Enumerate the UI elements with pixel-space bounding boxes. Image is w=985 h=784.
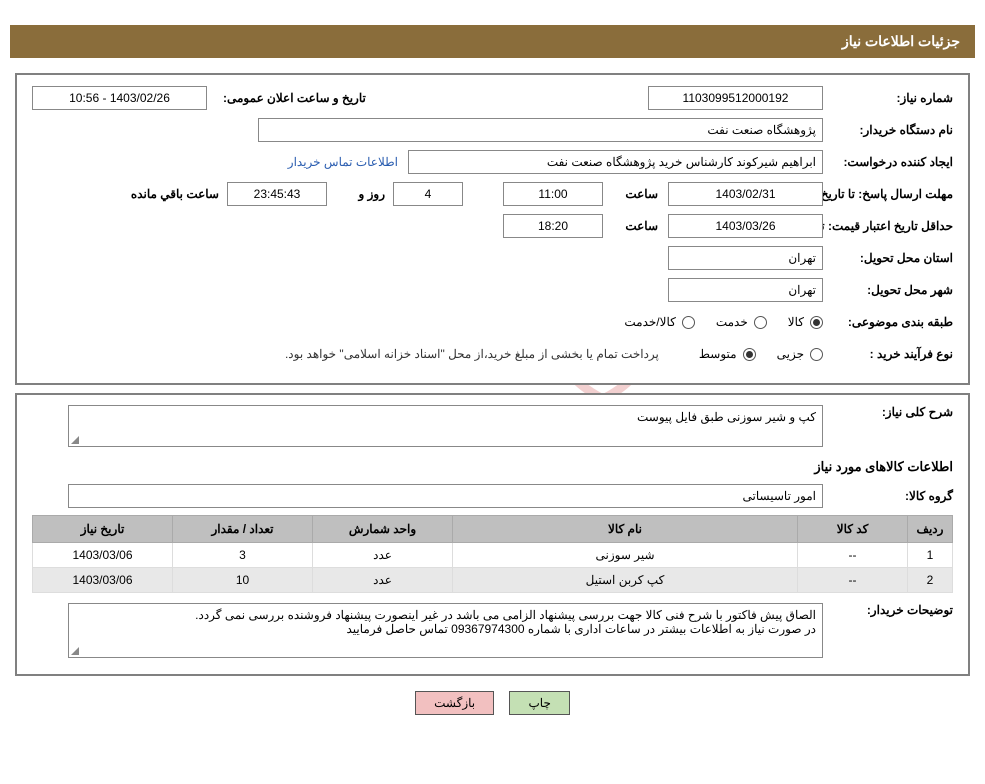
goods-info-title: اطلاعات کالاهای مورد نیاز bbox=[32, 459, 953, 475]
category-radios: کالا خدمت کالا/خدمت bbox=[609, 315, 823, 329]
buyer-note-label: توضیحات خریدار: bbox=[823, 603, 953, 617]
th-qty: تعداد / مقدار bbox=[173, 516, 313, 543]
time-remaining-value: 23:45:43 bbox=[227, 182, 327, 206]
cell-date: 1403/03/06 bbox=[33, 543, 173, 568]
th-unit: واحد شمارش bbox=[313, 516, 453, 543]
need-number-label: شماره نیاز: bbox=[823, 91, 953, 105]
page-title-bar: جزئیات اطلاعات نیاز bbox=[10, 25, 975, 58]
radio-small-label: جزیی bbox=[777, 347, 804, 361]
radio-medium[interactable] bbox=[743, 348, 756, 361]
overall-desc-label: شرح کلی نیاز: bbox=[823, 405, 953, 419]
cell-qty: 10 bbox=[173, 568, 313, 593]
buyer-org-label: نام دستگاه خریدار: bbox=[823, 123, 953, 137]
row-overall-desc: شرح کلی نیاز: کپ و شیر سوزنی طبق فایل پی… bbox=[32, 405, 953, 447]
cell-idx: 2 bbox=[908, 568, 953, 593]
announce-date-label: تاریخ و ساعت اعلان عمومی: bbox=[215, 91, 366, 105]
button-row: چاپ بازگشت bbox=[0, 691, 985, 715]
row-buyer-note: توضیحات خریدار: الصاق پیش فاکتور با شرح … bbox=[32, 603, 953, 658]
row-city: شهر محل تحویل: تهران bbox=[32, 277, 953, 303]
cell-date: 1403/03/06 bbox=[33, 568, 173, 593]
th-code: کد کالا bbox=[798, 516, 908, 543]
goods-table: ردیف کد کالا نام کالا واحد شمارش تعداد /… bbox=[32, 515, 953, 593]
days-label: روز و bbox=[335, 187, 385, 201]
row-validity: حداقل تاریخ اعتبار قیمت: تا تاریخ: 1403/… bbox=[32, 213, 953, 239]
row-need-number: شماره نیاز: 1103099512000192 تاریخ و ساع… bbox=[32, 85, 953, 111]
validity-date-value: 1403/03/26 bbox=[668, 214, 823, 238]
goods-group-label: گروه کالا: bbox=[823, 489, 953, 503]
requester-label: ایجاد کننده درخواست: bbox=[823, 155, 953, 169]
cell-name: شیر سوزنی bbox=[453, 543, 798, 568]
cell-code: -- bbox=[798, 543, 908, 568]
purchase-type-radios: جزیی متوسط bbox=[684, 347, 823, 361]
description-panel: شرح کلی نیاز: کپ و شیر سوزنی طبق فایل پی… bbox=[15, 393, 970, 676]
radio-medium-label: متوسط bbox=[699, 347, 737, 361]
th-name: نام کالا bbox=[453, 516, 798, 543]
back-button[interactable]: بازگشت bbox=[415, 691, 494, 715]
city-value: تهران bbox=[668, 278, 823, 302]
table-row: 2--کپ کربن استیلعدد101403/03/06 bbox=[33, 568, 953, 593]
category-label: طبقه بندی موضوعی: bbox=[823, 315, 953, 329]
row-province: استان محل تحویل: تهران bbox=[32, 245, 953, 271]
row-goods-group: گروه کالا: امور تاسیساتی bbox=[32, 483, 953, 509]
days-remaining-value: 4 bbox=[393, 182, 463, 206]
page-title: جزئیات اطلاعات نیاز bbox=[842, 33, 960, 49]
row-category: طبقه بندی موضوعی: کالا خدمت کالا/خدمت bbox=[32, 309, 953, 335]
buyer-org-value: پژوهشگاه صنعت نفت bbox=[258, 118, 823, 142]
validity-hour-value: 18:20 bbox=[503, 214, 603, 238]
contact-link[interactable]: اطلاعات تماس خریدار bbox=[288, 155, 398, 169]
th-idx: ردیف bbox=[908, 516, 953, 543]
city-label: شهر محل تحویل: bbox=[823, 283, 953, 297]
province-value: تهران bbox=[668, 246, 823, 270]
details-panel: شماره نیاز: 1103099512000192 تاریخ و ساع… bbox=[15, 73, 970, 385]
requester-value: ابراهیم شیرکوند کارشناس خرید پژوهشگاه صن… bbox=[408, 150, 823, 174]
cell-unit: عدد bbox=[313, 568, 453, 593]
cell-idx: 1 bbox=[908, 543, 953, 568]
announce-date-value: 1403/02/26 - 10:56 bbox=[32, 86, 207, 110]
buyer-note-value[interactable]: الصاق پیش فاکتور با شرح فنی کالا جهت برر… bbox=[68, 603, 823, 658]
radio-goods-service[interactable] bbox=[682, 316, 695, 329]
deadline-date-value: 1403/02/31 bbox=[668, 182, 823, 206]
table-row: 1--شیر سوزنیعدد31403/03/06 bbox=[33, 543, 953, 568]
goods-group-value: امور تاسیساتی bbox=[68, 484, 823, 508]
purchase-type-label: نوع فرآیند خرید : bbox=[823, 347, 953, 361]
radio-goods-label: کالا bbox=[788, 315, 804, 329]
table-header-row: ردیف کد کالا نام کالا واحد شمارش تعداد /… bbox=[33, 516, 953, 543]
radio-goods-service-label: کالا/خدمت bbox=[624, 315, 675, 329]
radio-service[interactable] bbox=[754, 316, 767, 329]
hour-label-2: ساعت bbox=[603, 219, 658, 233]
overall-desc-value[interactable]: کپ و شیر سوزنی طبق فایل پیوست bbox=[68, 405, 823, 447]
radio-goods[interactable] bbox=[810, 316, 823, 329]
th-date: تاریخ نیاز bbox=[33, 516, 173, 543]
radio-service-label: خدمت bbox=[716, 315, 748, 329]
remaining-label: ساعت باقي مانده bbox=[123, 187, 219, 201]
need-number-value: 1103099512000192 bbox=[648, 86, 823, 110]
cell-qty: 3 bbox=[173, 543, 313, 568]
row-buyer-org: نام دستگاه خریدار: پژوهشگاه صنعت نفت bbox=[32, 117, 953, 143]
deadline-hour-value: 11:00 bbox=[503, 182, 603, 206]
row-purchase-type: نوع فرآیند خرید : جزیی متوسط پرداخت تمام… bbox=[32, 341, 953, 367]
print-button[interactable]: چاپ bbox=[509, 691, 569, 715]
validity-label: حداقل تاریخ اعتبار قیمت: تا تاریخ: bbox=[823, 219, 953, 233]
province-label: استان محل تحویل: bbox=[823, 251, 953, 265]
hour-label-1: ساعت bbox=[603, 187, 658, 201]
row-requester: ایجاد کننده درخواست: ابراهیم شیرکوند کار… bbox=[32, 149, 953, 175]
cell-code: -- bbox=[798, 568, 908, 593]
deadline-label: مهلت ارسال پاسخ: تا تاریخ: bbox=[823, 187, 953, 201]
cell-name: کپ کربن استیل bbox=[453, 568, 798, 593]
cell-unit: عدد bbox=[313, 543, 453, 568]
row-deadline: مهلت ارسال پاسخ: تا تاریخ: 1403/02/31 سا… bbox=[32, 181, 953, 207]
payment-note: پرداخت تمام یا بخشی از مبلغ خرید،از محل … bbox=[285, 347, 659, 361]
radio-small[interactable] bbox=[810, 348, 823, 361]
